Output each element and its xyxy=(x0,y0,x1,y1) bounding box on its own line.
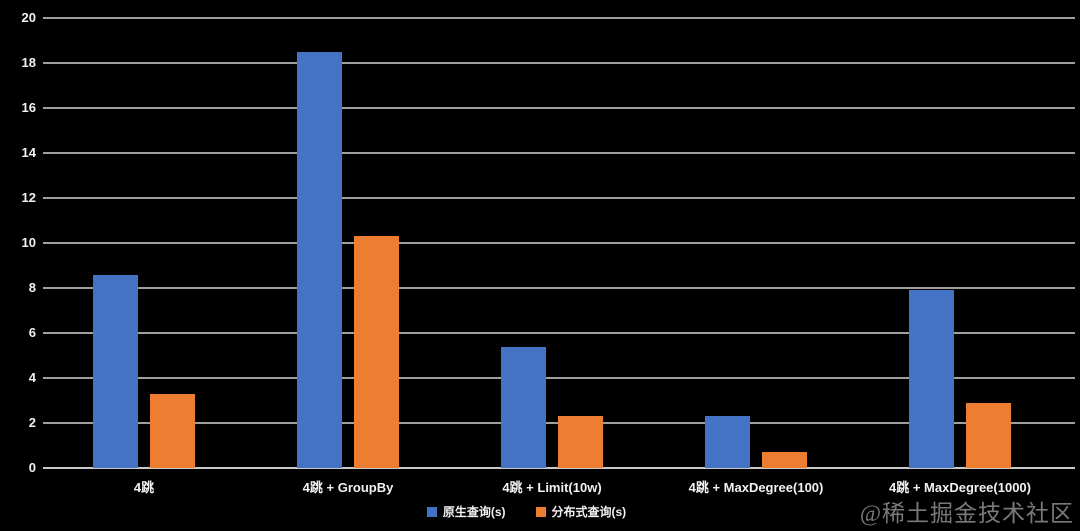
legend-swatch-icon xyxy=(535,506,546,517)
y-tick-label: 16 xyxy=(21,100,36,115)
y-tick-label: 4 xyxy=(28,370,36,385)
watermark: @稀土掘金技术社区 xyxy=(859,501,1074,526)
bar-series0-cat2 xyxy=(501,346,546,468)
x-axis-category-label: 4跳 + GroupBy xyxy=(302,480,394,495)
gridline xyxy=(43,107,1075,109)
legend-swatch-icon xyxy=(426,506,437,517)
gridline xyxy=(43,332,1075,334)
gridline xyxy=(43,152,1075,154)
y-tick-label: 2 xyxy=(28,415,36,430)
x-axis-category-label: 4跳 + MaxDegree(100) xyxy=(688,480,824,495)
gridline xyxy=(43,287,1075,289)
bar-series1-cat1 xyxy=(354,236,399,468)
bar-series0-cat0 xyxy=(93,274,138,468)
y-tick-label: 18 xyxy=(21,55,36,70)
plot-area xyxy=(43,17,1075,469)
x-axis-category-label: 4跳 xyxy=(133,480,155,495)
bar-series0-cat1 xyxy=(297,51,342,468)
y-tick-label: 14 xyxy=(21,145,36,160)
gridline xyxy=(43,377,1075,379)
y-tick-label: 10 xyxy=(21,235,36,250)
bar-series1-cat2 xyxy=(558,416,603,468)
gridline xyxy=(43,242,1075,244)
x-axis-line xyxy=(43,467,1075,469)
legend-label: 分布式查询(s) xyxy=(551,505,627,519)
bar-series0-cat4 xyxy=(909,290,954,468)
x-axis-category-label: 4跳 + MaxDegree(1000) xyxy=(889,480,1031,495)
y-tick-label: 20 xyxy=(21,10,36,25)
gridline xyxy=(43,197,1075,199)
bar-series1-cat0 xyxy=(150,393,195,468)
legend-item-series1: 分布式查询(s) xyxy=(535,503,627,520)
x-axis-category-label: 4跳 + Limit(10w) xyxy=(502,480,602,495)
legend: 原生查询(s) 分布式查询(s) xyxy=(0,503,1053,520)
legend-item-series0: 原生查询(s) xyxy=(426,503,506,520)
bar-series1-cat3 xyxy=(762,452,807,468)
gridline xyxy=(43,62,1075,64)
bar-series1-cat4 xyxy=(966,402,1011,468)
gridline xyxy=(43,17,1075,19)
y-tick-label: 12 xyxy=(21,190,36,205)
legend-label: 原生查询(s) xyxy=(442,505,506,519)
y-tick-label: 8 xyxy=(28,280,36,295)
y-tick-label: 0 xyxy=(28,460,36,475)
bar-series0-cat3 xyxy=(705,416,750,468)
y-tick-label: 6 xyxy=(28,325,36,340)
